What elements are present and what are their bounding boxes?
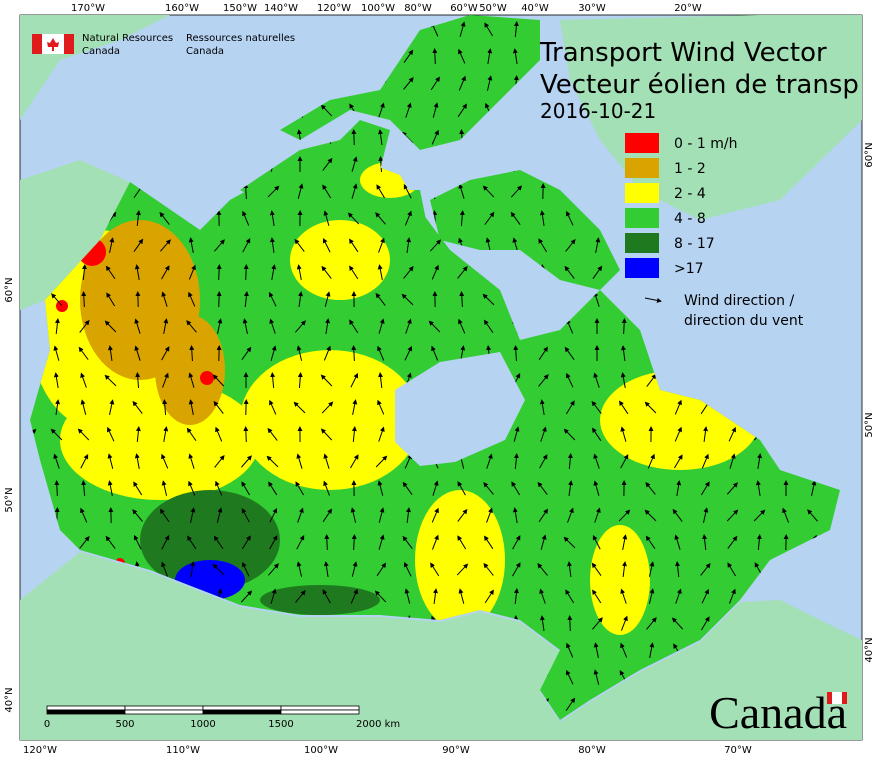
date: 2016-10-21 <box>540 99 656 123</box>
agency-en: Natural Resources <box>82 33 173 44</box>
lon-label: 100°W <box>361 3 395 14</box>
scale-label: 1500 <box>268 719 293 730</box>
scale-label: 1000 <box>190 719 215 730</box>
legend-label: >17 <box>674 261 704 277</box>
title: Transport Wind Vector <box>539 38 827 68</box>
legend-swatch <box>625 258 659 278</box>
scale-segment <box>47 710 125 714</box>
lon-label: 30°W <box>578 3 606 14</box>
lat-label: 40°N <box>864 637 875 662</box>
agency-fr: Ressources naturelles <box>186 33 295 44</box>
scale-segment <box>125 706 203 710</box>
lon-label: 80°W <box>578 745 606 756</box>
legend-label: 4 - 8 <box>674 211 706 227</box>
lon-label: 20°W <box>674 3 702 14</box>
zone-0-1 <box>200 371 214 385</box>
wordmark-flag-field <box>832 692 842 704</box>
legend-swatch <box>625 208 659 228</box>
agency-fr: Canada <box>186 46 224 57</box>
legend-label: 2 - 4 <box>674 186 706 202</box>
lat-label: 50°N <box>4 487 15 512</box>
wind-arrow <box>435 50 436 64</box>
scale-label: 0 <box>44 719 50 730</box>
legend-label: 0 - 1 m/h <box>674 136 737 152</box>
wind-arrow <box>327 536 328 550</box>
scale-segment <box>47 706 125 710</box>
flag-band <box>32 34 42 54</box>
wind-arrow <box>219 266 220 280</box>
legend-swatch <box>625 183 659 203</box>
legend-label: 1 - 2 <box>674 161 706 177</box>
wind-arrow <box>570 617 571 631</box>
scale-label: 2000 km <box>356 719 400 730</box>
lon-label: 80°W <box>404 3 432 14</box>
scale-segment <box>203 710 281 714</box>
lat-label: 60°N <box>4 277 15 302</box>
lat-label: 60°N <box>864 142 875 167</box>
lon-label: 90°W <box>442 745 470 756</box>
lon-label: 120°W <box>317 3 351 14</box>
scale-segment <box>281 706 359 710</box>
wind-arrow <box>57 482 58 496</box>
lat-label: 50°N <box>864 412 875 437</box>
lon-label: 60°W <box>450 3 478 14</box>
flag-band <box>64 34 74 54</box>
lon-label: 40°W <box>521 3 549 14</box>
lon-label: 70°W <box>724 745 752 756</box>
lon-label: 110°W <box>166 745 200 756</box>
wind-arrow <box>246 266 247 280</box>
scale-segment <box>281 710 359 714</box>
lon-label: 160°W <box>165 3 199 14</box>
legend-swatch <box>625 133 659 153</box>
legend-swatch <box>625 233 659 253</box>
lon-label: 50°W <box>479 3 507 14</box>
zone-2-4 <box>290 220 390 300</box>
legend-label: 8 - 17 <box>674 236 715 252</box>
zone-2-4 <box>590 525 650 635</box>
scale-segment <box>203 706 281 710</box>
legend-swatch <box>625 158 659 178</box>
legend-arrow-label: Wind direction / <box>684 293 794 309</box>
lat-label: 40°N <box>4 687 15 712</box>
lon-label: 170°W <box>71 3 105 14</box>
scale-segment <box>125 710 203 714</box>
lon-label: 140°W <box>264 3 298 14</box>
zone-8-17 <box>260 585 380 615</box>
zone-2-4 <box>415 490 505 630</box>
zone-2-4 <box>240 350 420 490</box>
zone-0-1 <box>56 300 68 312</box>
wordmark: Canada <box>709 687 847 738</box>
wind-arrow <box>246 428 247 442</box>
agency-en: Canada <box>82 46 120 57</box>
lon-label: 150°W <box>223 3 257 14</box>
legend-arrow-label: direction du vent <box>684 313 804 329</box>
lon-label: 120°W <box>23 745 57 756</box>
title: Vecteur éolien de transp <box>540 70 859 100</box>
lon-label: 100°W <box>304 745 338 756</box>
scale-label: 500 <box>115 719 134 730</box>
